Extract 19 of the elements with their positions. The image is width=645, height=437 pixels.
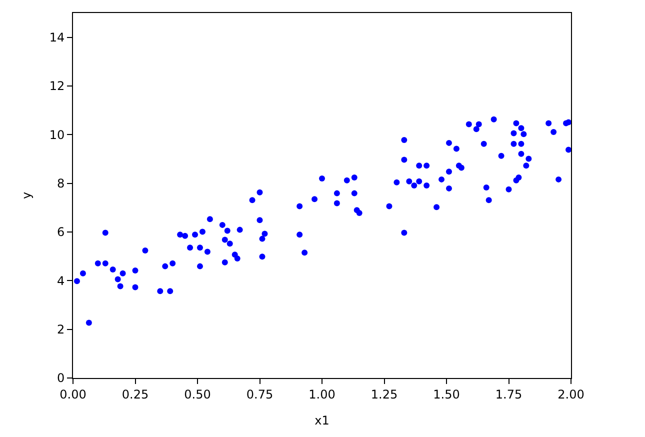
x-tick-label: 1.25 (370, 387, 398, 402)
x-axis-title: x1 (314, 413, 330, 428)
y-tick-label: 4 (56, 274, 65, 288)
x-tick-label: 0.75 (246, 387, 274, 402)
x-tick-label: 2.00 (558, 387, 584, 402)
y-tick-label: 8 (56, 176, 65, 191)
y-axis-title: y (20, 192, 34, 200)
y-tick-label: 6 (56, 225, 65, 240)
y-tick-label: 0 (56, 371, 65, 386)
x-tick-label: 1.00 (308, 387, 336, 402)
x-tick-label: 0.50 (184, 387, 211, 402)
y-tick-label: 12 (49, 79, 65, 94)
y-tick-label: 2 (56, 322, 65, 337)
y-tick-label: 14 (49, 30, 65, 45)
x-tick-label: 1.75 (495, 387, 522, 402)
x-tick-label: 0.00 (60, 387, 86, 402)
y-tick-label: 10 (49, 128, 65, 142)
x-tick-label: 0.25 (122, 387, 149, 402)
x-tick-label: 1.50 (433, 387, 460, 402)
